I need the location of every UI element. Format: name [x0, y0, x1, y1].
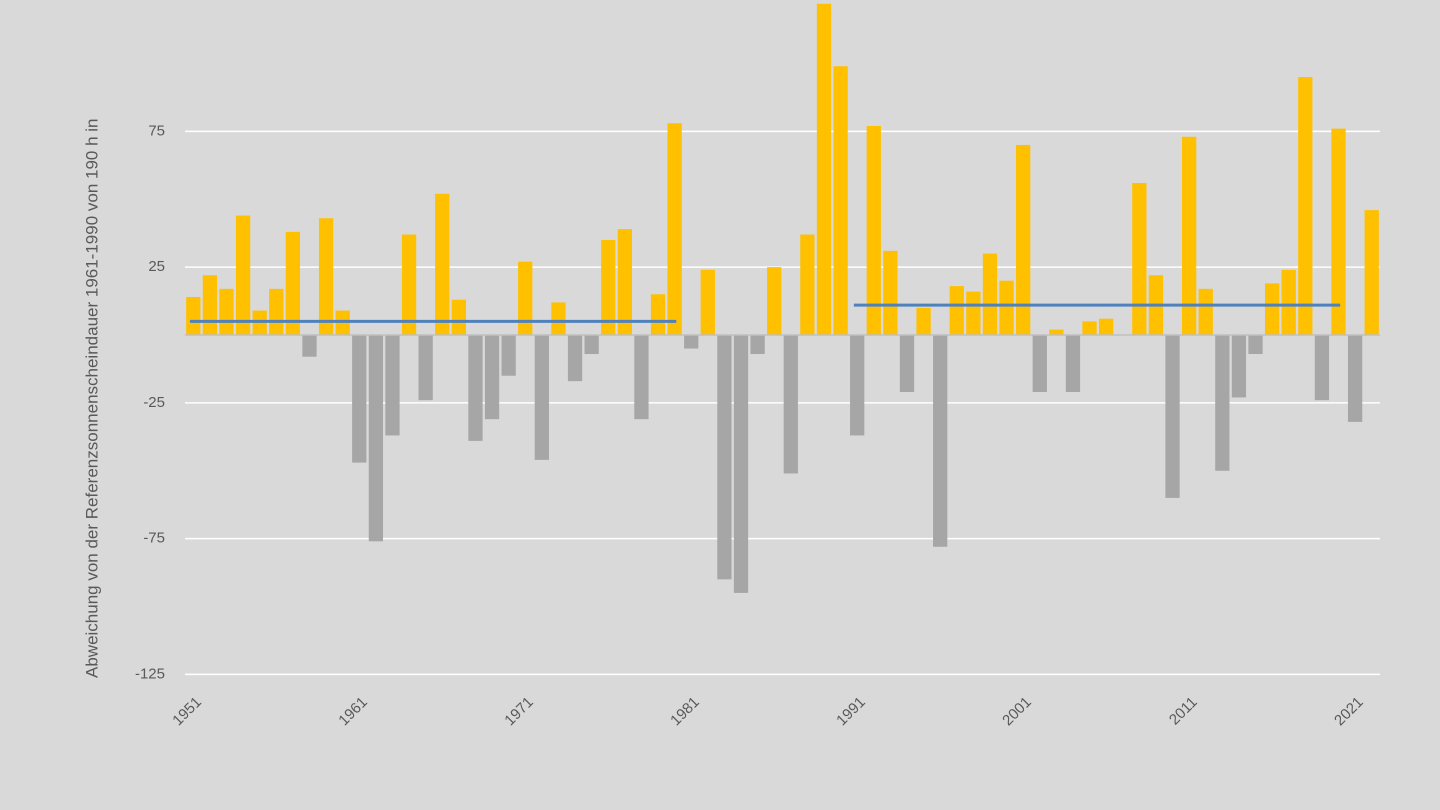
- bar: [1347, 335, 1363, 422]
- bar: [700, 269, 715, 335]
- y-tick-label: 25: [148, 258, 165, 275]
- bar: [617, 229, 632, 335]
- bar: [1281, 269, 1296, 335]
- bar: [1298, 77, 1313, 335]
- bar: [634, 335, 649, 420]
- bar: [219, 288, 234, 335]
- y-tick-label: 125: [140, 0, 165, 4]
- bar: [368, 335, 384, 542]
- bar: [733, 335, 749, 593]
- bar: [650, 294, 666, 335]
- bar: [1248, 335, 1263, 355]
- bar: [468, 335, 483, 441]
- bar: [484, 335, 500, 420]
- bar: [186, 296, 201, 335]
- bar: [1016, 144, 1031, 335]
- y-tick-label: -25: [143, 394, 165, 411]
- bar: [850, 335, 865, 436]
- bar: [534, 335, 549, 460]
- bar: [302, 335, 317, 357]
- bar: [916, 307, 931, 335]
- bar: [1132, 182, 1147, 335]
- bar: [551, 302, 566, 335]
- bar: [1314, 335, 1330, 401]
- bar: [401, 234, 417, 335]
- bar: [1049, 329, 1064, 335]
- bar: [451, 299, 466, 335]
- bar: [1264, 283, 1280, 335]
- bar: [1364, 210, 1379, 335]
- bar: [352, 335, 367, 463]
- bar: [435, 193, 450, 335]
- y-tick-label: 75: [148, 122, 165, 139]
- bar: [501, 335, 516, 376]
- bar: [949, 286, 964, 335]
- bar: [1032, 335, 1047, 393]
- bar: [418, 335, 433, 401]
- bar: [684, 335, 699, 349]
- bar: [1181, 136, 1197, 335]
- bar: [866, 125, 881, 335]
- bar: [750, 335, 765, 355]
- bar: [1231, 335, 1247, 398]
- bar: [783, 335, 798, 474]
- bar: [1082, 321, 1097, 335]
- bar: [966, 291, 981, 335]
- y-tick-label: -125: [135, 665, 165, 682]
- bar: [584, 335, 599, 355]
- bar: [385, 335, 400, 436]
- bar: [667, 123, 682, 335]
- bar: [800, 234, 815, 335]
- bar: [982, 253, 998, 335]
- bar: [999, 280, 1014, 335]
- bar: [767, 267, 782, 335]
- y-tick-label: -75: [143, 530, 165, 547]
- bar: [269, 288, 284, 335]
- bar: [235, 215, 251, 335]
- bar: [1215, 335, 1230, 471]
- bar: [202, 275, 218, 335]
- bar: [1099, 318, 1114, 335]
- bar: [1165, 335, 1180, 498]
- bar: [601, 239, 616, 335]
- bar: [567, 335, 583, 382]
- bar: [518, 261, 533, 335]
- bar: [318, 218, 334, 335]
- bar: [816, 3, 832, 336]
- bar: [1331, 128, 1346, 335]
- bar: [1065, 335, 1081, 393]
- bar: [899, 335, 915, 393]
- bar: [883, 250, 898, 335]
- bar: [933, 335, 948, 547]
- y-axis-label: Abweichung von der Referenzsonnenscheind…: [82, 118, 101, 678]
- bar: [1198, 288, 1213, 335]
- bar: [833, 66, 848, 335]
- bar: [717, 335, 732, 580]
- bar: [285, 231, 301, 335]
